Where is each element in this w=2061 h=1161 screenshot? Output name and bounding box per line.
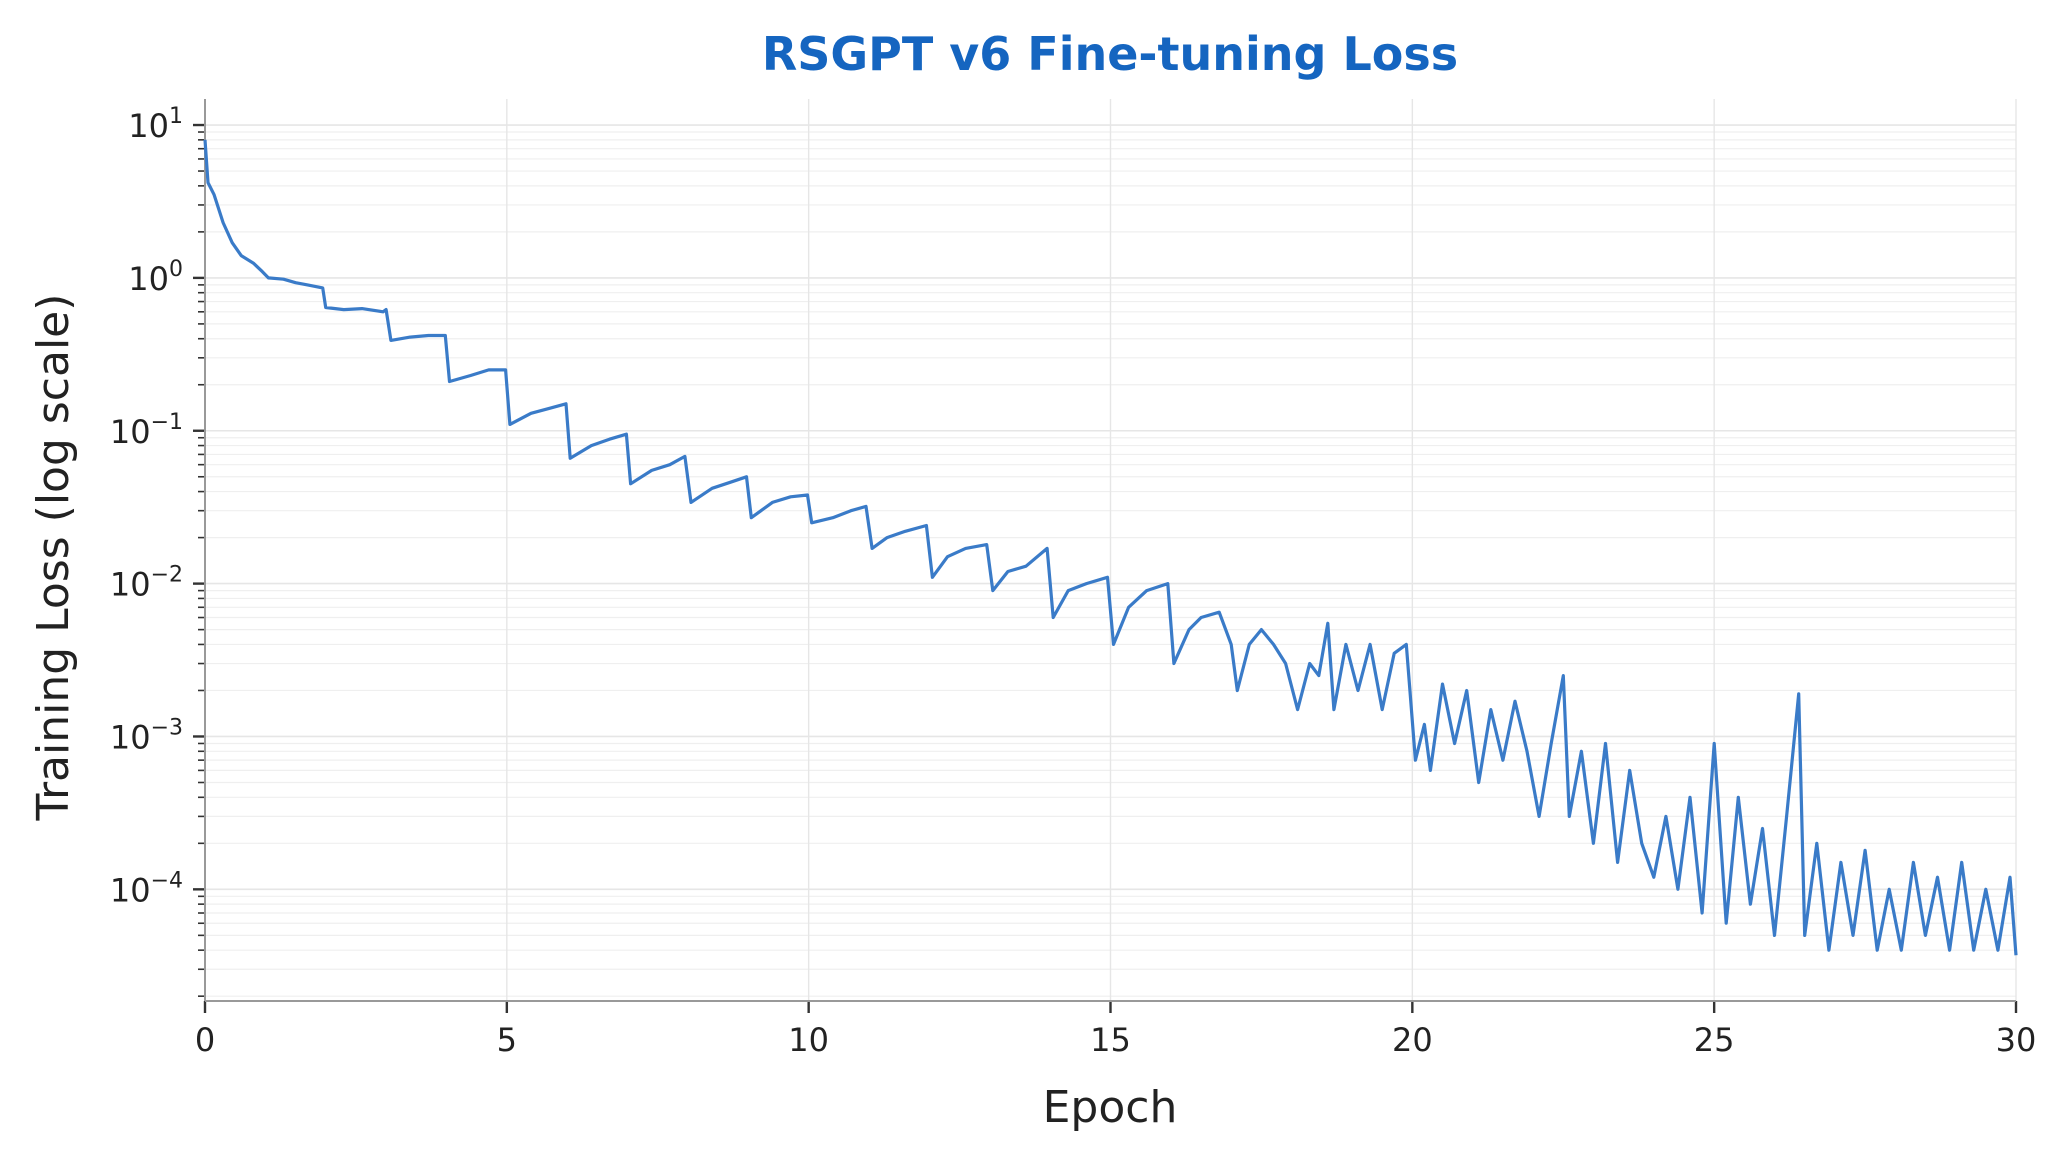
y-tick-label: 100: [128, 257, 183, 298]
axes: [193, 99, 2018, 1013]
x-tick-label: 10: [788, 1021, 829, 1059]
y-tick-base: 10: [110, 566, 151, 604]
y-axis-label: Training Loss (log scale): [28, 294, 79, 822]
y-tick-exponent: −2: [151, 563, 183, 588]
x-tick-label: 25: [1694, 1021, 1735, 1059]
y-tick-label: 10−4: [110, 868, 183, 909]
y-tick-exponent: −1: [151, 410, 183, 435]
y-tick-exponent: 0: [169, 257, 183, 282]
y-tick-base: 10: [110, 413, 151, 451]
y-tick-base: 10: [128, 107, 169, 145]
x-tick-label: 5: [497, 1021, 517, 1059]
grid: [204, 99, 2017, 1001]
y-tick-label: 10−1: [110, 410, 183, 451]
y-tick-label: 10−2: [110, 563, 183, 604]
chart-title: RSGPT v6 Fine-tuning Loss: [762, 27, 1458, 81]
x-tick-label: 30: [1996, 1021, 2037, 1059]
y-tick-label: 101: [128, 104, 183, 145]
y-tick-base: 10: [110, 871, 151, 909]
y-tick-base: 10: [110, 718, 151, 756]
y-tick-base: 10: [128, 260, 169, 298]
y-tick-exponent: 1: [169, 104, 183, 129]
y-tick-exponent: −4: [151, 868, 183, 893]
y-tick-exponent: −3: [151, 715, 183, 740]
x-tick-label: 15: [1090, 1021, 1131, 1059]
loss-series-line: [203, 139, 2018, 956]
x-tick-label: 20: [1392, 1021, 1433, 1059]
y-tick-label: 10−3: [110, 715, 183, 756]
x-axis-label: Epoch: [1043, 1082, 1178, 1133]
x-tick-label: 0: [195, 1021, 215, 1059]
